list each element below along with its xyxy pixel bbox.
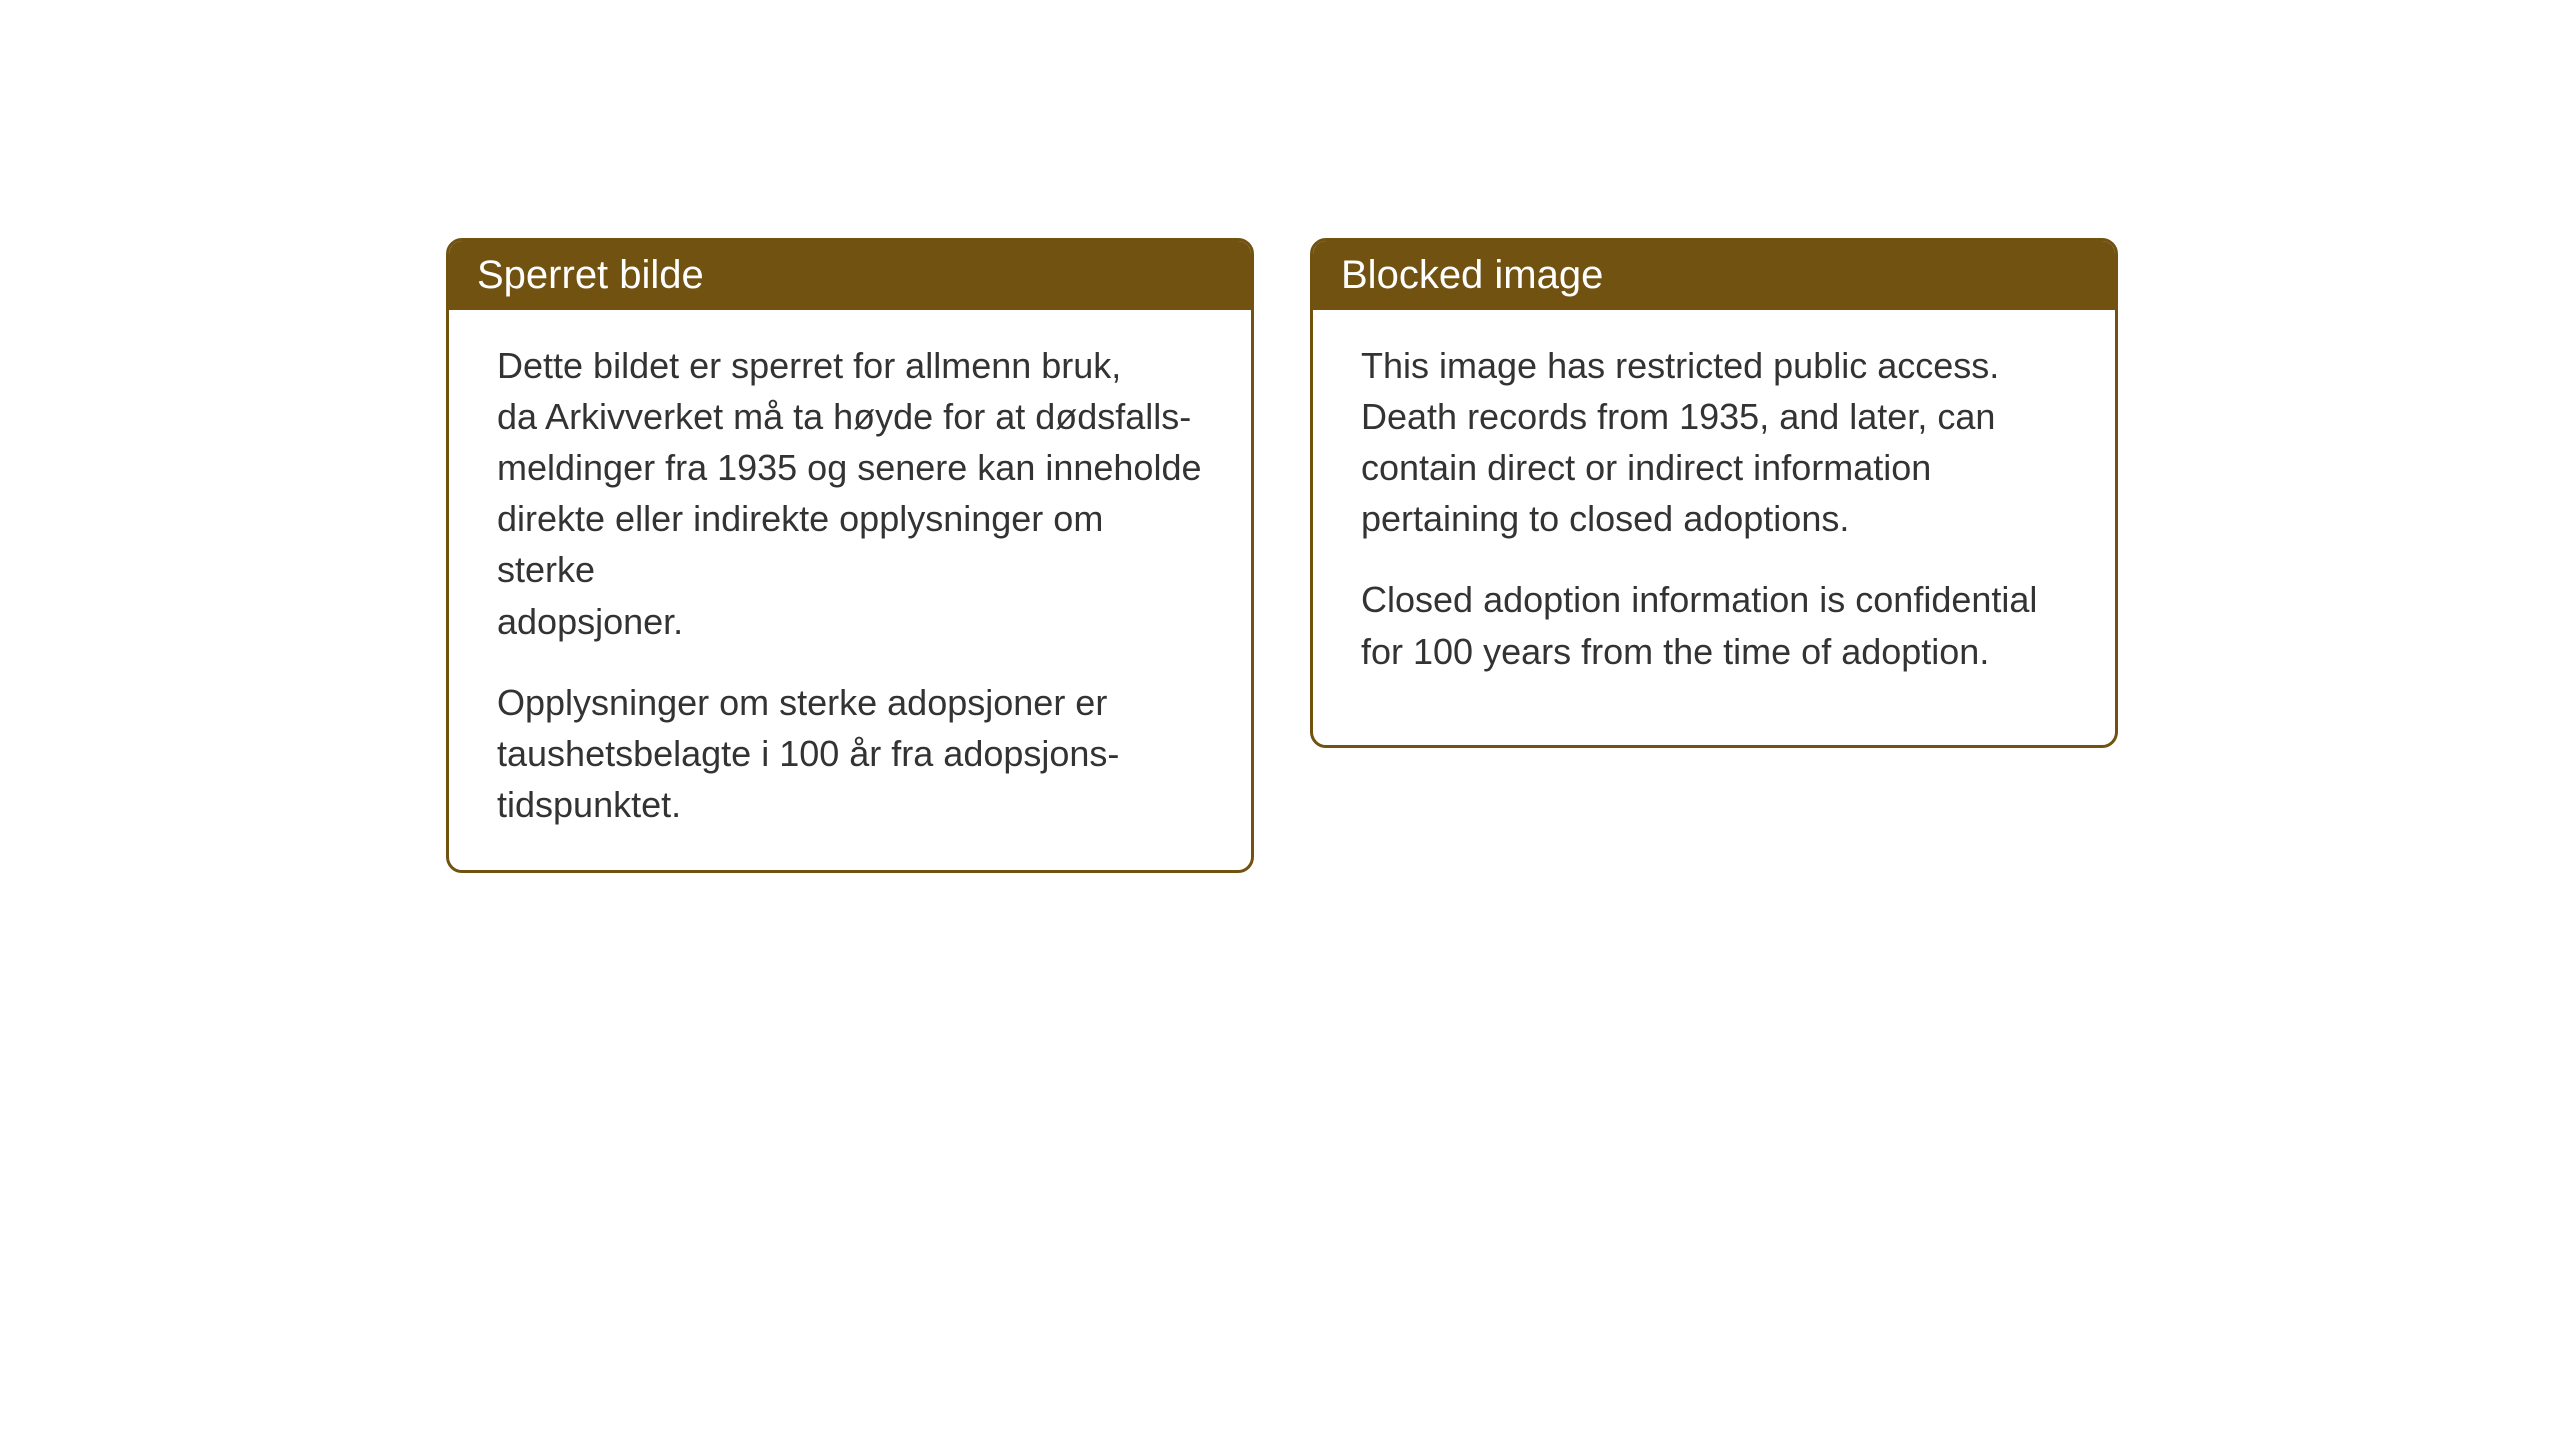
- english-paragraph-1: This image has restricted public access.…: [1361, 340, 2067, 544]
- english-box-title: Blocked image: [1313, 241, 2115, 310]
- norwegian-box-title: Sperret bilde: [449, 241, 1251, 310]
- english-paragraph-2: Closed adoption information is confident…: [1361, 574, 2067, 676]
- info-boxes-container: Sperret bilde Dette bildet er sperret fo…: [446, 238, 2118, 873]
- norwegian-paragraph-1: Dette bildet er sperret for allmenn bruk…: [497, 340, 1203, 647]
- english-info-box: Blocked image This image has restricted …: [1310, 238, 2118, 748]
- norwegian-info-box: Sperret bilde Dette bildet er sperret fo…: [446, 238, 1254, 873]
- norwegian-paragraph-2: Opplysninger om sterke adopsjoner er tau…: [497, 677, 1203, 830]
- norwegian-box-body: Dette bildet er sperret for allmenn bruk…: [449, 310, 1251, 870]
- english-box-body: This image has restricted public access.…: [1313, 310, 2115, 717]
